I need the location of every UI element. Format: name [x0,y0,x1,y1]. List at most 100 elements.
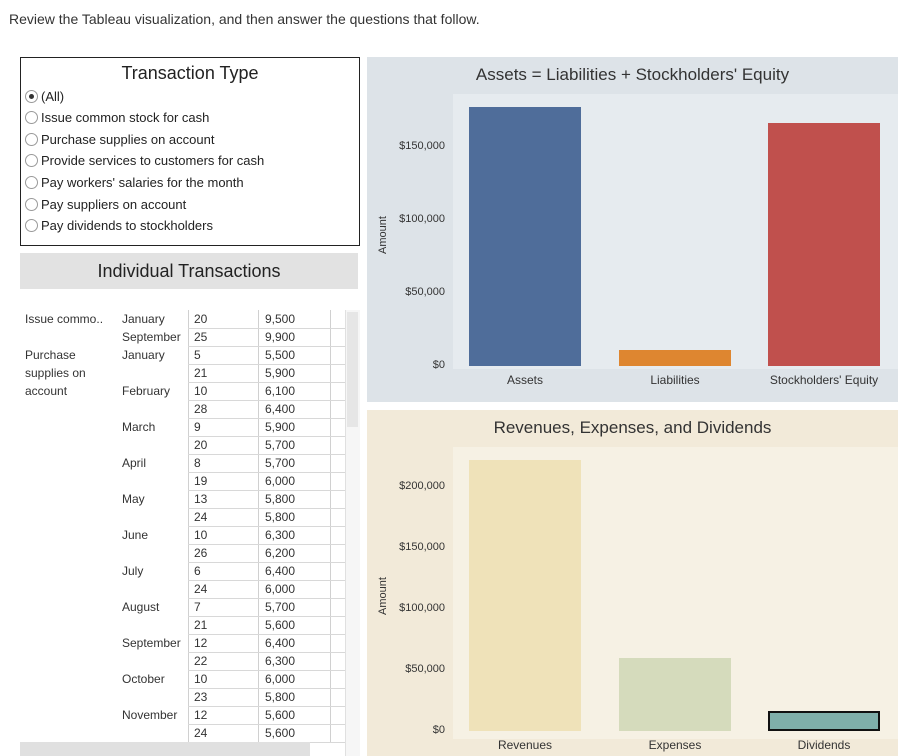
month-cell: January [122,312,165,326]
filter-option-label: Issue common stock for cash [41,109,210,125]
table-horizontal-scrollbar[interactable] [20,742,310,756]
radio-icon[interactable] [25,197,38,211]
table-row-divider [188,526,345,527]
bar-expenses[interactable] [619,657,731,731]
bar-stockholders-equity[interactable] [768,123,880,366]
table-row-divider [188,472,345,473]
amount-cell: 5,700 [265,438,296,452]
month-cell: July [122,564,144,578]
table-row-divider [188,616,345,617]
transactions-table: Issue commo.. January 20 9,500 September 25 9,… [20,310,360,756]
x-axis-category-label: Expenses [648,738,702,752]
radio-icon[interactable] [25,132,38,146]
filter-title: Transaction Type [121,63,259,83]
transaction-type-filter: Transaction Type (All) Issue common stoc… [20,57,360,246]
month-cell: September [122,330,181,344]
y-axis-tick-label: $100,000 [399,212,445,225]
table-row-divider [188,400,345,401]
table-row-divider [188,670,345,671]
day-cell: 21 [194,618,208,632]
month-cell: April [122,456,147,470]
day-cell: 12 [194,708,208,722]
amount-cell: 6,000 [265,582,296,596]
chart-title: Revenues, Expenses, and Dividends [493,418,772,437]
day-cell: 12 [194,636,208,650]
table-row-divider [188,688,345,689]
day-cell: 25 [194,330,208,344]
radio-icon[interactable] [25,110,38,124]
amount-cell: 5,600 [265,618,296,632]
day-cell: 28 [194,402,208,416]
radio-selected-icon[interactable] [25,89,38,103]
table-row-divider [188,598,345,599]
y-axis-label: Amount [377,216,389,254]
y-axis-tick-label: $100,000 [399,601,445,614]
amount-cell: 5,900 [265,366,296,380]
table-scroll-thumb[interactable] [347,312,358,427]
bar-dividends[interactable] [768,711,880,731]
amount-cell: 6,300 [265,528,296,542]
amount-cell: 5,700 [265,456,296,470]
month-cell: February [122,384,171,398]
assets-liabilities-equity-chart: Assets = Liabilities + Stockholders' Equ… [367,57,898,402]
instructions-text: Review the Tableau visualization, and th… [9,11,480,27]
amount-cell: 5,600 [265,726,296,740]
amount-cell: 5,800 [265,690,296,704]
table-row-divider [188,346,345,347]
day-cell: 20 [194,312,208,326]
x-axis-category-label: Revenues [497,738,553,752]
y-axis-tick-label: $150,000 [399,139,445,152]
filter-option-all[interactable]: (All) [25,86,64,106]
amount-cell: 5,700 [265,600,296,614]
radio-icon[interactable] [25,218,38,232]
day-cell: 26 [194,546,208,560]
transaction-type-cell: supplies on [25,366,86,380]
table-row-divider [188,490,345,491]
day-cell: 24 [194,582,208,596]
day-cell: 20 [194,438,208,452]
table-row-divider [188,724,345,725]
filter-option-pay-suppliers[interactable]: Pay suppliers on account [25,194,186,214]
table-row-divider [188,544,345,545]
radio-icon[interactable] [25,175,38,189]
transaction-type-cell: account [25,384,68,398]
x-axis-category-label: Assets [506,373,543,387]
month-cell: November [122,708,178,722]
y-axis-tick-label: $200,000 [399,479,445,492]
day-cell: 21 [194,366,208,380]
amount-cell: 5,500 [265,348,296,362]
bar-liabilities[interactable] [619,349,731,366]
y-axis-tick-label: $0 [432,359,445,371]
chart-title: Assets = Liabilities + Stockholders' Equ… [475,65,790,84]
day-cell: 22 [194,654,208,668]
amount-cell: 9,500 [265,312,296,326]
filter-option-pay-dividends[interactable]: Pay dividends to stockholders [25,215,213,235]
day-cell: 24 [194,510,208,524]
day-cell: 9 [194,420,201,434]
day-cell: 10 [194,384,208,398]
table-row-divider [188,652,345,653]
table-row-divider [188,706,345,707]
filter-option-label: Pay suppliers on account [41,196,187,212]
day-cell: 8 [194,456,201,470]
amount-cell: 5,600 [265,708,296,722]
individual-transactions-header: Individual Transactions [20,253,358,289]
amount-cell: 6,400 [265,564,296,578]
day-cell: 23 [194,690,208,704]
amount-cell: 5,800 [265,492,296,506]
filter-option-pay-salaries[interactable]: Pay workers' salaries for the month [25,172,244,192]
month-cell: May [122,492,145,506]
amount-cell: 6,200 [265,546,296,560]
month-cell: January [122,348,165,362]
radio-icon[interactable] [25,153,38,167]
day-cell: 7 [194,600,201,614]
amount-cell: 5,800 [265,510,296,524]
bar-assets[interactable] [469,107,581,366]
transaction-type-cell: Purchase [25,348,76,362]
bar-revenues[interactable] [469,460,581,731]
day-cell: 6 [194,564,201,578]
filter-option-purchase-supplies[interactable]: Purchase supplies on account [25,129,214,149]
filter-option-issue-stock[interactable]: Issue common stock for cash [25,107,209,127]
filter-option-provide-services[interactable]: Provide services to customers for cash [25,150,264,170]
x-axis-category-label: Liabilities [650,373,700,387]
